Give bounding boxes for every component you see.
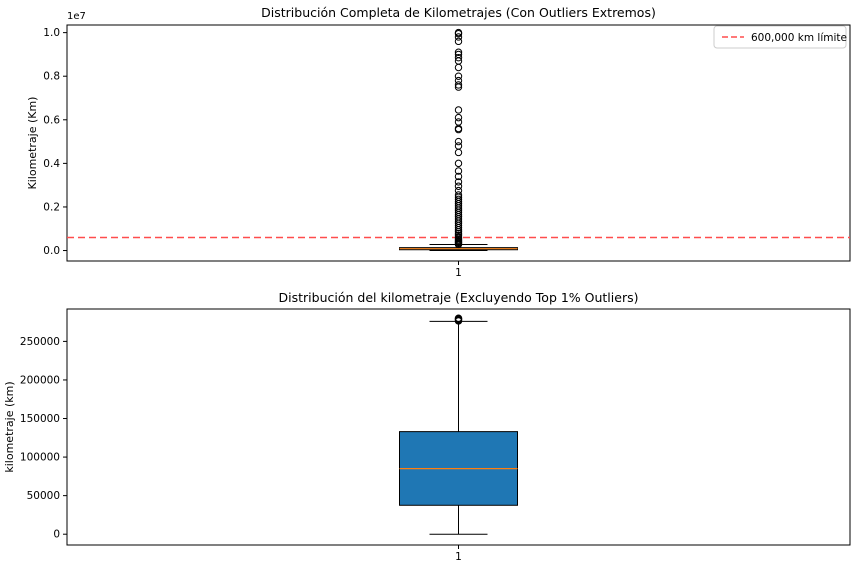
outlier-point <box>454 106 463 114</box>
outlier-point <box>454 76 463 85</box>
y-tick-label: 0.6 <box>43 114 60 126</box>
y-tick-label: 250000 <box>20 336 60 348</box>
outlier-point <box>454 33 463 41</box>
y-tick-label: 0.8 <box>43 71 60 83</box>
y-tick-label: 0.2 <box>43 201 60 213</box>
chart-bottom: Distribución del kilometraje (Excluyendo… <box>3 290 851 563</box>
x-tick-label: 1 <box>455 267 462 279</box>
outlier-point <box>454 195 463 204</box>
chart-bottom-boxplot <box>399 320 518 535</box>
y-tick-label: 200000 <box>20 374 60 386</box>
y-tick-label: 100000 <box>20 452 60 464</box>
chart-bottom-y-axis: 0 50000 100000 150000 200000 250000 <box>20 336 67 541</box>
chart-top-outliers <box>454 28 463 249</box>
legend-frame <box>713 25 847 49</box>
y-tick-label: 0.0 <box>43 245 60 257</box>
chart-bottom-x-axis: 1 <box>455 545 462 563</box>
y-tick-label: 0.4 <box>43 158 60 170</box>
outlier-point <box>454 81 463 89</box>
outlier-point <box>454 314 463 322</box>
outlier-point <box>454 172 463 181</box>
outlier-point <box>454 37 463 46</box>
chart-top-y-axis: 0.0 0.2 0.4 0.6 0.8 1.0 <box>43 27 67 257</box>
legend-label: 600,000 km límite <box>751 32 847 44</box>
outlier-point <box>454 48 463 56</box>
y-tick-label: 150000 <box>20 413 60 425</box>
outlier-point <box>454 178 463 186</box>
outlier-point <box>454 167 463 175</box>
outlier-point <box>454 142 463 150</box>
chart-top-y-scale-label: 1e7 <box>67 11 86 22</box>
outlier-point <box>454 72 463 80</box>
outlier-point <box>454 50 463 59</box>
outlier-point <box>454 28 463 37</box>
chart-top-ylabel: Kilometraje (Km) <box>26 97 39 190</box>
y-tick-label: 0 <box>53 529 60 541</box>
chart-bottom-title: Distribución del kilometraje (Excluyendo… <box>279 290 639 305</box>
outlier-point <box>454 63 463 72</box>
chart-top: Distribución Completa de Kilometrajes (C… <box>26 5 851 279</box>
y-tick-label: 1.0 <box>43 27 60 39</box>
chart-top-x-axis: 1 <box>455 261 462 279</box>
chart-top-title: Distribución Completa de Kilometrajes (C… <box>261 5 656 20</box>
y-tick-label: 50000 <box>27 490 60 502</box>
outlier-point <box>454 53 463 62</box>
outlier-point <box>454 148 463 157</box>
outlier-point <box>454 113 463 122</box>
chart-bottom-outliers <box>454 314 463 325</box>
outlier-point <box>454 182 463 190</box>
outlier-point <box>454 137 463 146</box>
outlier-point <box>454 191 463 199</box>
x-tick-label: 1 <box>455 551 462 563</box>
outlier-point <box>454 118 463 126</box>
outlier-point <box>454 159 463 168</box>
chart-bottom-ylabel: kilometraje (km) <box>3 381 16 472</box>
legend: 600,000 km límite <box>713 25 847 49</box>
outlier-point <box>454 186 463 195</box>
